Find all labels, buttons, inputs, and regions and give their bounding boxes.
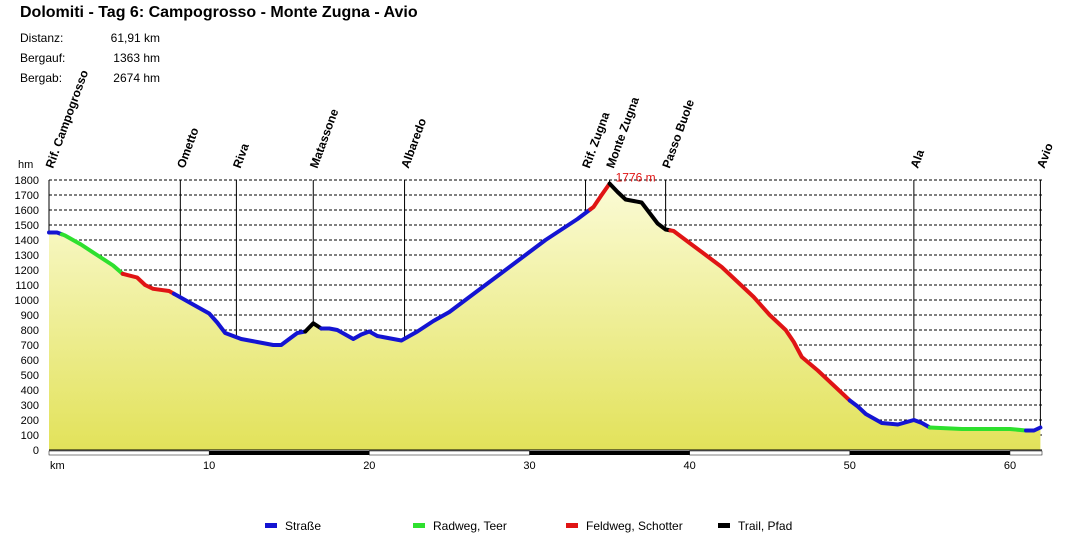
y-tick-label: 100 bbox=[21, 430, 39, 442]
legend-label: Trail, Pfad bbox=[738, 519, 792, 533]
y-axis-unit-label: hm bbox=[18, 159, 33, 171]
y-tick-label: 1400 bbox=[15, 235, 39, 247]
waypoint-label: Ometto bbox=[174, 126, 202, 170]
waypoint-label: Albaredo bbox=[398, 116, 429, 170]
x-tick-label: 30 bbox=[523, 460, 535, 472]
y-tick-label: 800 bbox=[21, 325, 39, 337]
y-tick-label: 1800 bbox=[15, 175, 39, 187]
y-tick-label: 1100 bbox=[15, 280, 39, 292]
legend-swatch bbox=[718, 523, 730, 528]
stat-label-descent: Bergab: bbox=[20, 71, 63, 85]
route-segment bbox=[607, 181, 673, 233]
stat-value-ascent: 1363 hm bbox=[113, 51, 160, 65]
waypoint-label: Matassone bbox=[307, 107, 341, 170]
stat-label-ascent: Bergauf: bbox=[20, 51, 66, 65]
waypoint-label: Riva bbox=[230, 141, 252, 170]
x-tick-label: 10 bbox=[203, 460, 215, 472]
legend-swatch bbox=[413, 523, 425, 528]
x-tick-label: 60 bbox=[1004, 460, 1016, 472]
x-tick-label: 50 bbox=[844, 460, 856, 472]
y-tick-label: 1700 bbox=[15, 190, 39, 202]
elevation-area bbox=[49, 183, 1041, 450]
y-tick-label: 1300 bbox=[15, 250, 39, 262]
y-tick-label: 0 bbox=[33, 445, 39, 457]
y-tick-label: 900 bbox=[21, 310, 39, 322]
x-axis: 10 20 30 40 50 60 bbox=[48, 449, 1043, 472]
waypoint-label: Rif. Campogrosso bbox=[43, 68, 92, 170]
route-segment bbox=[59, 232, 125, 276]
y-tick-label: 1500 bbox=[15, 220, 39, 232]
x-tick-label: 40 bbox=[684, 460, 696, 472]
y-tick-label: 500 bbox=[21, 370, 39, 382]
waypoint-label: Avio bbox=[1034, 141, 1056, 170]
legend-swatch bbox=[265, 523, 277, 528]
route-segment bbox=[120, 271, 176, 296]
y-tick-label: 700 bbox=[21, 340, 39, 352]
waypoint-label: Monte Zugna bbox=[603, 95, 642, 170]
x-scale-block bbox=[689, 450, 851, 456]
max-elevation-label: 1776 m bbox=[616, 171, 656, 185]
y-axis: 0 100 200 300 400 500 600 700 800 900 1000 1100 1200… bbox=[15, 175, 39, 457]
route-segment bbox=[668, 228, 852, 403]
route-segment bbox=[303, 321, 324, 334]
y-tick-label: 600 bbox=[21, 355, 39, 367]
y-tick-label: 1000 bbox=[15, 295, 39, 307]
route-segment bbox=[847, 398, 932, 430]
legend-label: Straße bbox=[285, 519, 321, 533]
x-scale-block bbox=[1009, 450, 1043, 456]
waypoint-label: Passo Buole bbox=[659, 97, 697, 170]
y-tick-label: 1600 bbox=[15, 205, 39, 217]
y-tick-label: 300 bbox=[21, 400, 39, 412]
y-tick-label: 200 bbox=[21, 415, 39, 427]
route-segment bbox=[588, 181, 612, 212]
waypoint-label: Ala bbox=[908, 147, 928, 170]
elevation-line bbox=[47, 181, 1043, 433]
route-segment bbox=[171, 291, 308, 347]
x-axis-unit-label: km bbox=[50, 460, 65, 472]
y-tick-label: 400 bbox=[21, 385, 39, 397]
legend-swatch bbox=[566, 523, 578, 528]
legend-label: Feldweg, Schotter bbox=[586, 519, 683, 533]
y-tick-label: 1200 bbox=[15, 265, 39, 277]
x-scale-block bbox=[209, 451, 370, 455]
route-segment bbox=[319, 207, 593, 343]
route-segment bbox=[1024, 425, 1043, 433]
x-scale-block bbox=[369, 450, 530, 456]
stat-value-descent: 2674 hm bbox=[113, 71, 160, 85]
x-scale-block bbox=[849, 451, 1010, 455]
page-title: Dolomiti - Tag 6: Campogrosso - Monte Zu… bbox=[20, 4, 418, 21]
route-segment bbox=[927, 425, 1028, 433]
stat-label-distance: Distanz: bbox=[20, 31, 64, 45]
x-tick-label: 20 bbox=[363, 460, 375, 472]
x-scale-block bbox=[48, 450, 210, 456]
stat-value-distance: 61,91 km bbox=[110, 31, 160, 45]
legend-label: Radweg, Teer bbox=[433, 519, 507, 533]
x-scale-block bbox=[529, 451, 690, 455]
legend: Straße Radweg, Teer Feldweg, Schotter Trail… bbox=[265, 519, 792, 533]
